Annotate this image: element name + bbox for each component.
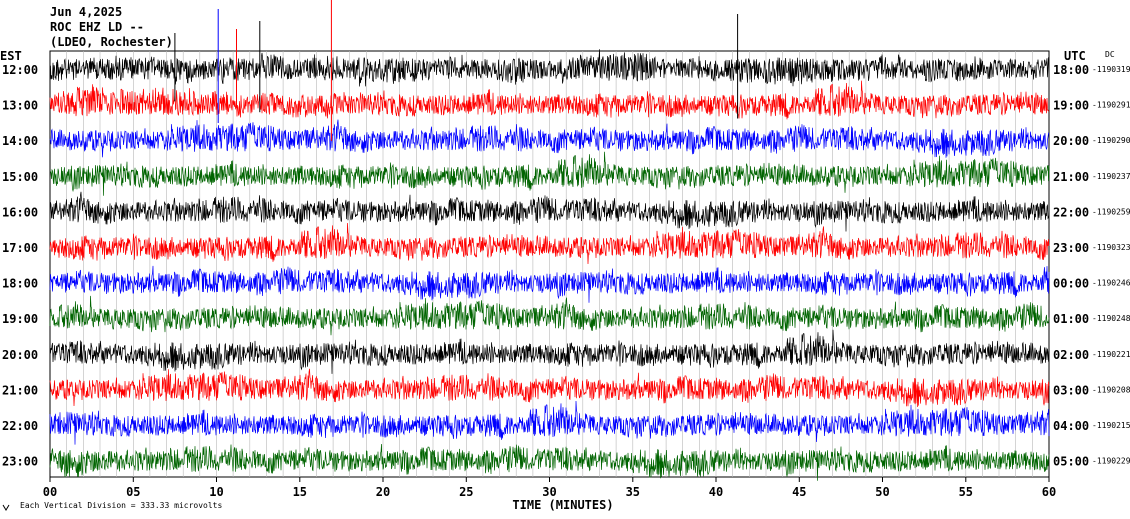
est-hour-label: 12:00 (2, 63, 38, 77)
trace-line (49, 80, 1050, 120)
est-hour-label: 23:00 (2, 455, 38, 469)
est-hour-label: 17:00 (2, 241, 38, 255)
utc-hour-label: 00:00 (1053, 277, 1089, 291)
trace-line (49, 295, 1050, 336)
utc-hour-label: 23:00 (1053, 241, 1089, 255)
x-axis-ticks: 00 05 10 15 20 25 30 35 40 45 50 55 60 (43, 477, 1056, 499)
dc-offset-label: -1190290 (1092, 136, 1130, 145)
dc-offset-label: -1190259 (1092, 207, 1130, 216)
est-hour-label: 20:00 (2, 348, 38, 362)
dc-offset-label: -1190323 (1092, 243, 1130, 252)
utc-hour-label: 19:00 (1053, 99, 1089, 113)
dc-offset-label: -1190208 (1092, 385, 1130, 394)
utc-hour-label: 05:00 (1053, 455, 1089, 469)
utc-hour-label: 03:00 (1053, 383, 1089, 397)
x-tick-label: 50 (875, 485, 889, 499)
trace-line (49, 265, 1050, 303)
dc-offset-label: -1190291 (1092, 101, 1130, 110)
utc-hour-label: 02:00 (1053, 348, 1089, 362)
trace-line (49, 443, 1050, 481)
x-tick-label: 40 (709, 485, 723, 499)
x-tick-label: 55 (959, 485, 973, 499)
x-tick-label: 15 (293, 485, 307, 499)
trace-line (49, 368, 1050, 408)
x-tick-label: 00 (43, 485, 57, 499)
x-tick-label: 60 (1042, 485, 1056, 499)
dc-offset-label: -1190319 (1092, 65, 1130, 74)
utc-hour-label: 20:00 (1053, 134, 1089, 148)
x-axis-label: TIME (MINUTES) (512, 498, 613, 512)
x-tick-label: 20 (376, 485, 390, 499)
dc-offset-label: -1190215 (1092, 421, 1130, 430)
est-hour-label: 21:00 (2, 383, 38, 397)
utc-hour-label: 01:00 (1053, 312, 1089, 326)
minute-gridlines (66, 51, 1033, 477)
utc-hour-labels: 18:00 -1190319 19:00 -1190291 20:00 -1190290 2… (1053, 63, 1130, 469)
x-tick-label: 30 (542, 485, 556, 499)
utc-hour-label: 04:00 (1053, 419, 1089, 433)
trace-line (49, 49, 1050, 87)
left-timezone-label: EST (0, 49, 22, 63)
dc-offset-label: -1190248 (1092, 314, 1130, 323)
est-hour-label: 18:00 (2, 277, 38, 291)
dc-offset-label: -1190237 (1092, 172, 1130, 181)
trace-line (49, 151, 1050, 196)
est-hour-label: 14:00 (2, 134, 38, 148)
utc-hour-label: 22:00 (1053, 205, 1089, 219)
dc-label: DC (1105, 50, 1115, 59)
trace-line (49, 191, 1050, 232)
trace-line (49, 119, 1050, 158)
utc-hour-label: 18:00 (1053, 63, 1089, 77)
trace-line (49, 400, 1050, 445)
x-tick-label: 25 (459, 485, 473, 499)
right-timezone-label: UTC (1064, 49, 1086, 63)
est-hour-label: 19:00 (2, 312, 38, 326)
est-hour-labels: 12:00 13:00 14:00 15:00 16:00 17:00 18:00 19:00… (2, 63, 38, 469)
trace-line (49, 329, 1050, 374)
est-hour-label: 22:00 (2, 419, 38, 433)
header-station: ROC EHZ LD -- (50, 20, 144, 34)
x-tick-label: 45 (792, 485, 806, 499)
footnote: Each Vertical Division = 333.33 microvol… (20, 501, 222, 510)
header-network: (LDEO, Rochester) (50, 35, 173, 49)
trace-line (49, 222, 1050, 265)
est-hour-label: 15:00 (2, 170, 38, 184)
x-tick-label: 05 (126, 485, 140, 499)
dc-offset-label: -1190221 (1092, 350, 1130, 359)
x-tick-label: 35 (626, 485, 640, 499)
scale-icon (2, 504, 10, 511)
utc-hour-label: 21:00 (1053, 170, 1089, 184)
header-date: Jun 4,2025 (50, 5, 122, 19)
est-hour-label: 13:00 (2, 99, 38, 113)
dc-offset-label: -1190229 (1092, 457, 1130, 466)
x-tick-label: 10 (209, 485, 223, 499)
trace-group (49, 0, 1050, 481)
est-hour-label: 16:00 (2, 205, 38, 219)
dc-offset-label: -1190246 (1092, 279, 1130, 288)
